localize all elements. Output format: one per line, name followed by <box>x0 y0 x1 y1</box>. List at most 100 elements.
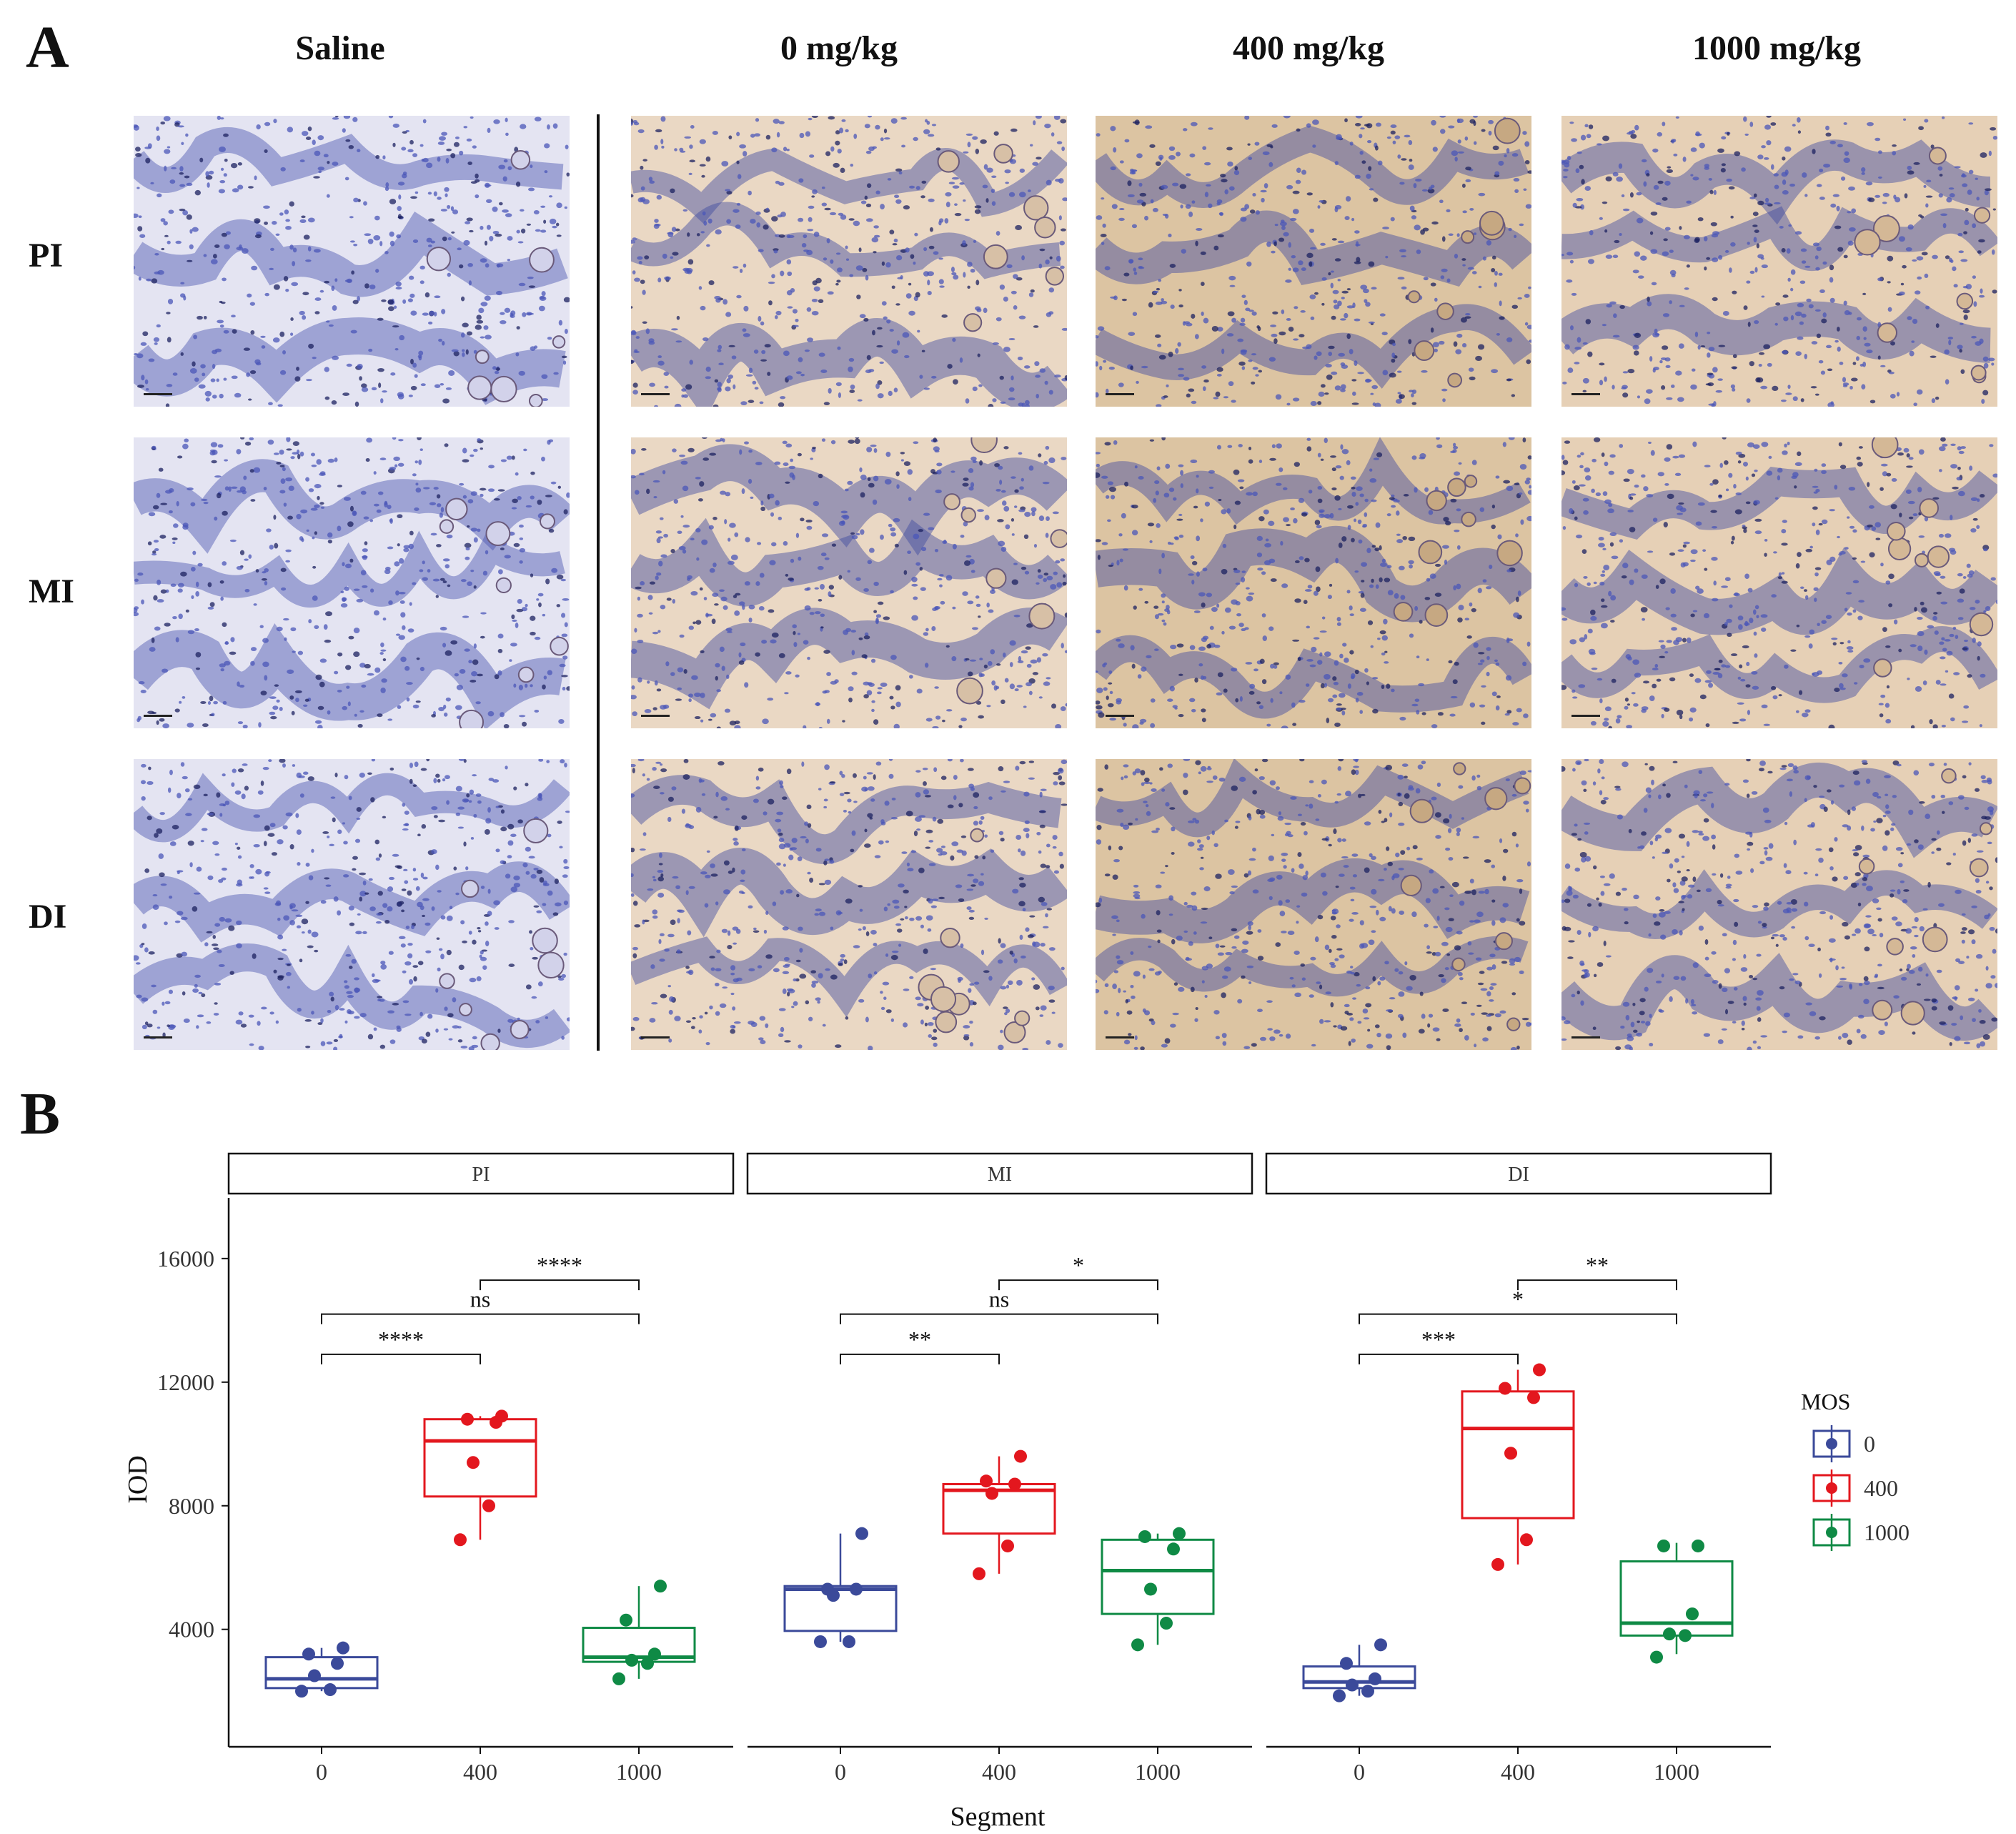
data-point <box>1001 1539 1014 1552</box>
x-tick-label: 0 <box>835 1759 846 1785</box>
box-pi-400 <box>423 1418 537 1498</box>
x-tick-label: 0 <box>316 1759 327 1785</box>
significance-label: ns <box>470 1287 490 1312</box>
facet-strip-di <box>1265 1152 1772 1195</box>
micrograph-mi-2 <box>1096 437 1531 728</box>
significance-label: *** <box>1421 1327 1456 1352</box>
x-tick-label: 400 <box>1501 1759 1535 1785</box>
data-point <box>337 1641 349 1655</box>
facet-strip-label-pi: PI <box>472 1164 490 1186</box>
data-point <box>985 1487 998 1500</box>
data-point <box>1533 1363 1546 1377</box>
data-point <box>641 1657 654 1670</box>
significance-bracket <box>1517 1279 1677 1291</box>
legend-label-1000: 1000 <box>1864 1520 1910 1545</box>
data-point <box>1346 1678 1359 1692</box>
data-point <box>324 1683 337 1697</box>
data-point <box>1657 1539 1670 1552</box>
significance-bracket <box>840 1313 1158 1324</box>
y-tick-label: 4000 <box>169 1617 214 1642</box>
significance-label: ns <box>989 1287 1009 1312</box>
facet-strip-label-di: DI <box>1508 1164 1529 1186</box>
data-point <box>1520 1533 1533 1547</box>
significance-bracket <box>321 1313 640 1324</box>
micrograph-di-2 <box>1096 759 1531 1050</box>
data-point <box>1679 1629 1692 1642</box>
column-header-saline: Saline <box>295 29 385 67</box>
x-tick-label: 1000 <box>616 1759 662 1785</box>
data-point <box>1144 1582 1157 1596</box>
box-mi-0 <box>783 1585 898 1632</box>
data-point <box>1650 1650 1663 1664</box>
saline-divider-line <box>597 114 600 1051</box>
data-point <box>1374 1638 1387 1652</box>
micrograph-di-3 <box>1561 759 1997 1050</box>
legend-title: MOS <box>1801 1389 1850 1414</box>
column-header-0-mgkg: 0 mg/kg <box>780 29 898 67</box>
significance-label: ** <box>908 1327 931 1352</box>
data-point <box>1369 1672 1381 1685</box>
data-point <box>648 1647 661 1661</box>
data-point <box>302 1647 315 1661</box>
data-point <box>654 1580 667 1593</box>
micrograph-pi-0 <box>134 116 570 407</box>
data-point <box>1692 1539 1704 1552</box>
data-point <box>612 1672 625 1685</box>
data-point <box>1333 1689 1346 1702</box>
x-tick-label: 1000 <box>1135 1759 1181 1785</box>
data-point <box>1499 1382 1511 1395</box>
micrograph-di-0 <box>134 759 570 1050</box>
box-di-400 <box>1461 1390 1575 1520</box>
y-tick-label: 12000 <box>157 1369 214 1395</box>
micrograph-di-1 <box>631 759 1067 1050</box>
micrograph-pi-3 <box>1561 116 1997 407</box>
micrograph-mi-1 <box>631 437 1067 728</box>
legend-key-dot <box>1826 1527 1837 1538</box>
significance-label: ** <box>1586 1252 1609 1278</box>
legend-key-dot <box>1826 1438 1837 1449</box>
box-mi-1000 <box>1101 1538 1215 1615</box>
data-point <box>1138 1530 1151 1543</box>
data-point <box>620 1613 632 1627</box>
micrograph-pi-2 <box>1096 116 1531 407</box>
box-pi-1000 <box>582 1627 696 1663</box>
data-point <box>1131 1638 1144 1652</box>
data-point <box>495 1409 508 1423</box>
significance-bracket <box>840 1353 1000 1364</box>
data-point <box>1686 1607 1699 1621</box>
data-point <box>1361 1685 1374 1698</box>
data-point <box>331 1657 344 1670</box>
facet-strip-mi <box>746 1152 1253 1195</box>
data-point <box>1504 1447 1517 1460</box>
box-di-0 <box>1302 1665 1416 1690</box>
data-point <box>1014 1449 1027 1463</box>
data-point <box>821 1582 834 1596</box>
significance-bracket <box>480 1279 640 1291</box>
row-label-pi: PI <box>29 237 63 274</box>
data-point <box>1173 1527 1186 1540</box>
micrograph-mi-3 <box>1561 437 1997 728</box>
data-point <box>308 1669 321 1682</box>
significance-bracket <box>998 1279 1158 1291</box>
data-point <box>1491 1557 1504 1571</box>
legend-label-0: 0 <box>1864 1431 1875 1457</box>
panel-b-letter: B <box>20 1081 61 1147</box>
box-pi-0 <box>264 1656 379 1690</box>
data-point <box>482 1499 495 1512</box>
legend-label-400: 400 <box>1864 1475 1898 1501</box>
data-point <box>295 1685 308 1698</box>
data-point <box>454 1533 467 1547</box>
significance-label: **** <box>378 1327 424 1352</box>
data-point <box>980 1474 993 1488</box>
data-point <box>1008 1477 1021 1491</box>
y-axis-title: IOD <box>123 1455 153 1504</box>
data-point <box>1527 1391 1540 1404</box>
significance-bracket <box>321 1353 481 1364</box>
y-tick-label: 8000 <box>169 1493 214 1519</box>
column-header-400-mgkg: 400 mg/kg <box>1232 29 1384 67</box>
facet-strip-pi <box>227 1152 735 1195</box>
data-point <box>850 1582 863 1596</box>
row-label-di: DI <box>29 898 67 936</box>
data-point <box>855 1527 868 1540</box>
